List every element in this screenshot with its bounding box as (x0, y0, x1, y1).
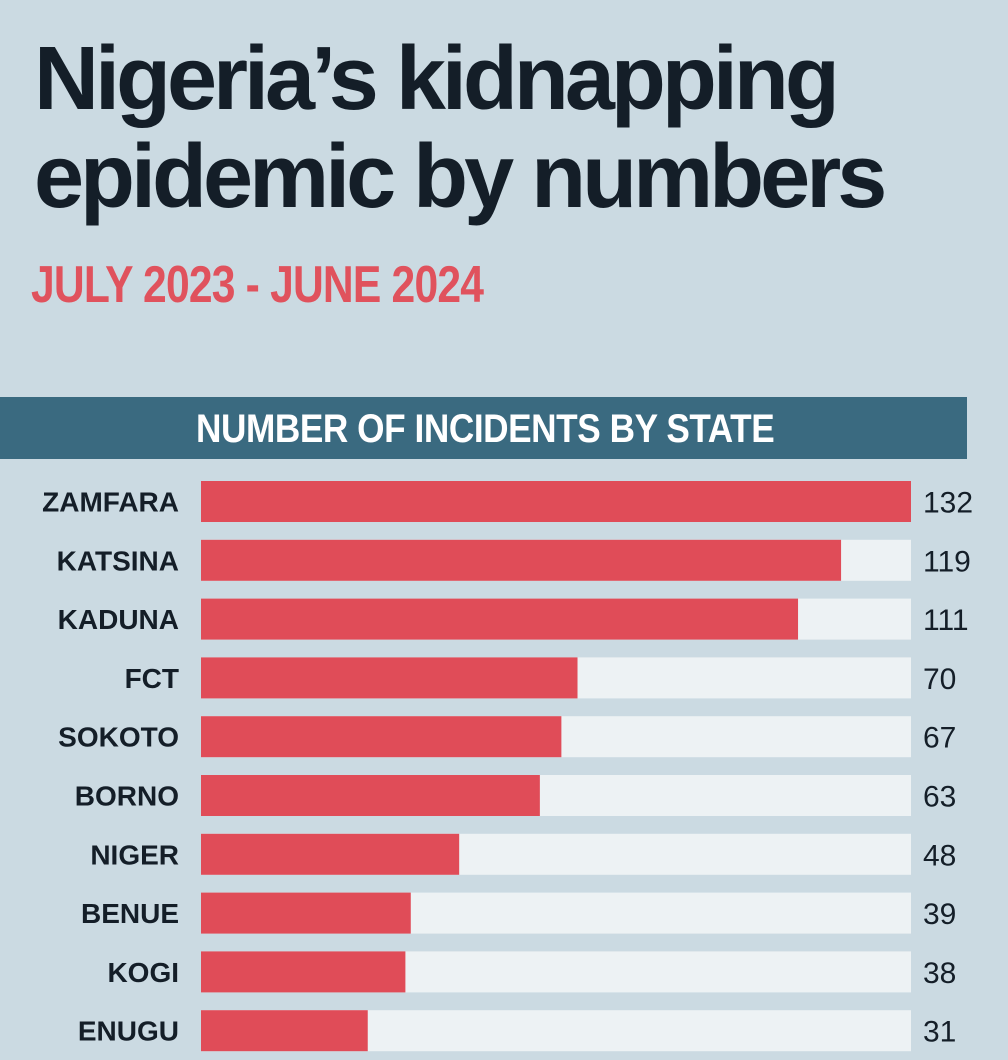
bar-niger (201, 833, 460, 875)
bar-katsina (201, 539, 842, 581)
page-title: Nigeria’s kidnapping epidemic by numbers (34, 30, 994, 226)
title-line-2: epidemic by numbers (34, 127, 887, 227)
value-label-niger: 48 (923, 839, 956, 872)
category-label-katsina: KATSINA (57, 545, 179, 576)
value-label-enugu: 31 (923, 1016, 956, 1049)
value-label-benue: 39 (923, 898, 956, 931)
bar-sokoto (201, 716, 562, 758)
title-line-1: Nigeria’s kidnapping (34, 29, 840, 129)
category-label-kogi: KOGI (107, 957, 179, 988)
category-label-enugu: ENUGU (78, 1016, 179, 1047)
date-range-subtitle: JULY 2023 - JUNE 2024 (31, 256, 484, 314)
bar-enugu (201, 1010, 368, 1052)
category-label-kaduna: KADUNA (58, 604, 179, 635)
chart-title: NUMBER OF INCIDENTS BY STATE (196, 407, 775, 451)
bar-kogi (201, 951, 406, 993)
incidents-bar-chart: ZAMFARA 132 KATSINA 119 KADUNA 111 FCT 70 SOKOTO… (42, 481, 973, 1052)
category-label-fct: FCT (125, 663, 179, 694)
bar-benue (201, 892, 411, 934)
value-label-katsina: 119 (923, 545, 971, 578)
value-label-fct: 70 (923, 663, 956, 696)
bar-zamfara (201, 481, 911, 522)
category-label-sokoto: SOKOTO (58, 722, 179, 753)
value-label-kaduna: 111 (923, 604, 969, 637)
bar-borno (201, 775, 540, 816)
bar-fct (201, 657, 578, 699)
value-label-zamfara: 132 (923, 487, 973, 520)
category-label-benue: BENUE (81, 898, 179, 929)
category-label-niger: NIGER (90, 839, 179, 870)
category-label-borno: BORNO (75, 781, 179, 812)
bar-kaduna (201, 598, 799, 640)
value-label-borno: 63 (923, 781, 956, 814)
value-label-sokoto: 67 (923, 722, 956, 755)
value-label-kogi: 38 (923, 957, 956, 990)
category-label-zamfara: ZAMFARA (42, 487, 179, 518)
chart-title-banner: NUMBER OF INCIDENTS BY STATE (0, 397, 967, 459)
